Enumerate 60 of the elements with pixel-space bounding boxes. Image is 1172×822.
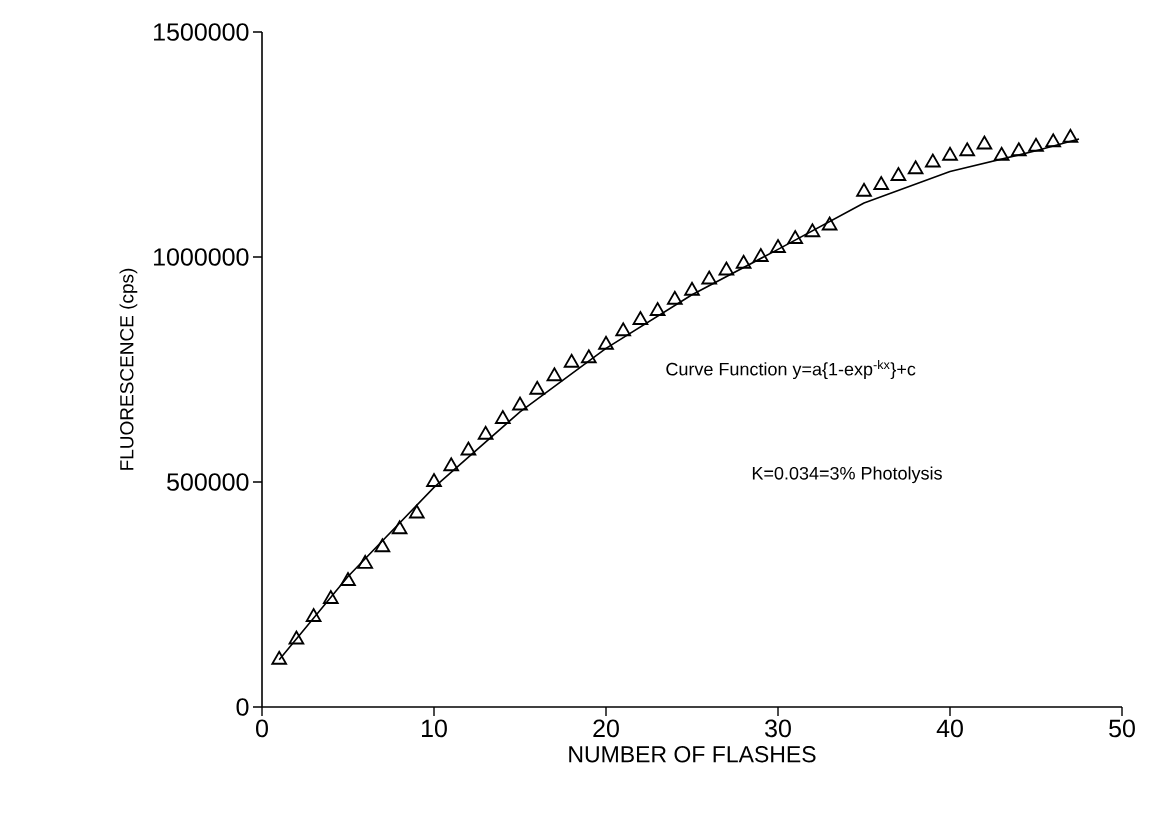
- point: [443, 457, 460, 472]
- point: [752, 248, 769, 262]
- point: [426, 473, 442, 487]
- point: [374, 538, 391, 553]
- point: [322, 590, 339, 604]
- y-tick-label: 1000000: [154, 248, 249, 266]
- point: [821, 216, 838, 231]
- point: [288, 630, 305, 645]
- x-tick-label: 50: [1109, 719, 1135, 738]
- point: [942, 146, 958, 161]
- point: [666, 290, 683, 305]
- point: [340, 572, 356, 586]
- annotation: K=0.034=3% Photolysis: [752, 466, 942, 484]
- point: [787, 230, 804, 244]
- annotation: Curve Function y=a{1-exp$^{-kx}$}+c: [666, 359, 916, 380]
- point: [460, 441, 477, 456]
- y-tick-label: 500000: [167, 473, 249, 491]
- point: [563, 353, 580, 368]
- x-tick-label: 30: [765, 719, 791, 738]
- point: [305, 608, 322, 622]
- point: [735, 254, 752, 269]
- point: [873, 176, 890, 190]
- point: [632, 311, 649, 325]
- point: [546, 367, 563, 382]
- point: [271, 650, 288, 665]
- point: [529, 380, 546, 395]
- y-tick-label: 1500000: [154, 23, 249, 41]
- x-tick-label: 0: [256, 719, 268, 738]
- point: [494, 410, 511, 424]
- point: [770, 239, 786, 253]
- point: [718, 261, 735, 276]
- point: [357, 555, 374, 569]
- y-axis-title: FLUORESCENCE (cps): [119, 268, 138, 470]
- point: [1010, 142, 1027, 157]
- point: [959, 142, 976, 157]
- point: [477, 425, 494, 440]
- point: [890, 167, 907, 181]
- point: [684, 281, 700, 296]
- point: [615, 322, 632, 337]
- point: [1028, 137, 1044, 152]
- x-tick-label: 40: [936, 719, 963, 738]
- point: [1045, 133, 1062, 148]
- point: [976, 135, 993, 150]
- point: [512, 396, 528, 411]
- point: [598, 335, 614, 350]
- point: [391, 520, 408, 535]
- point: [993, 146, 1010, 161]
- point: [924, 153, 941, 168]
- point: [701, 270, 718, 285]
- point: [1062, 128, 1079, 143]
- point: [408, 504, 425, 519]
- point: [580, 349, 597, 364]
- y-tick-label: 0: [236, 698, 249, 716]
- point: [907, 160, 924, 175]
- x-axis-title: NUMBER OF FLASHES: [569, 746, 816, 763]
- point: [649, 302, 666, 316]
- point: [856, 182, 872, 197]
- x-tick-label: 10: [422, 719, 447, 738]
- x-tick-label: 20: [593, 719, 619, 738]
- point: [804, 223, 821, 238]
